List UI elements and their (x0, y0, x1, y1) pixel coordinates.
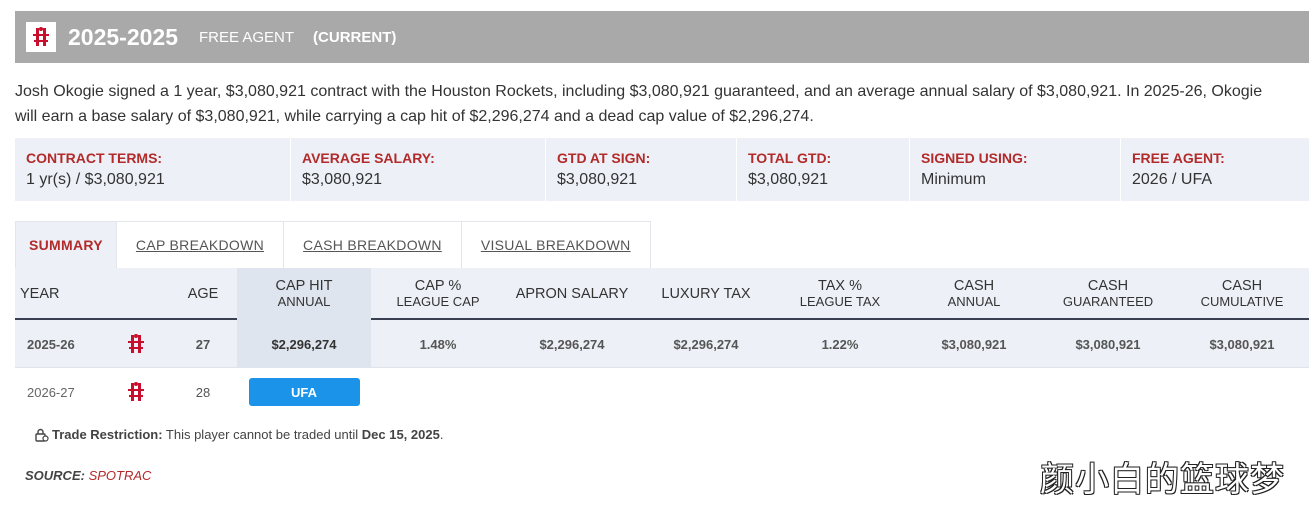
cell-year: 2025-26 (27, 336, 75, 352)
col-cash-guaranteed: CASH GUARANTEED (1062, 278, 1154, 309)
cell-cash-guaranteed: $3,080,921 (1075, 336, 1141, 352)
tab-cash-breakdown[interactable]: CASH BREAKDOWN (283, 222, 461, 268)
term-average-salary: AVERAGE SALARY: $3,080,921 (291, 138, 546, 201)
cell-cap-pct: 1.48% (419, 336, 457, 352)
cell-cap-hit: $2,296,274 (237, 320, 371, 368)
col-year: YEAR (20, 286, 60, 302)
trade-restriction-date: Dec 15, 2025 (361, 427, 440, 442)
season-header: 2025-2025 FREE AGENT (CURRENT) (15, 11, 1309, 63)
ufa-badge: UFA (248, 378, 360, 406)
term-total-gtd: TOTAL GTD: $3,080,921 (737, 138, 910, 201)
table-header: YEAR AGE CAP HIT ANNUAL CAP % LEAGUE CAP… (15, 268, 1309, 320)
term-signed-using: SIGNED USING: Minimum (910, 138, 1121, 201)
source-link[interactable]: SPOTRAC (88, 468, 152, 483)
rockets-logo-icon (123, 320, 149, 368)
term-free-agent: FREE AGENT: 2026 / UFA (1121, 138, 1309, 201)
table-row: 2026-27 28 UFA (15, 368, 1309, 416)
table-row: 2025-26 27 $2,296,274 1.48% $2,296,274 $… (15, 320, 1309, 368)
description-line-1: Josh Okogie signed a 1 year, $3,080,921 … (15, 83, 1263, 100)
term-label: SIGNED USING: (921, 150, 1028, 166)
term-label: FREE AGENT: (1132, 150, 1225, 166)
source-credit: SOURCE: SPOTRAC (25, 468, 151, 483)
term-label: GTD AT SIGN: (557, 150, 651, 166)
col-tax-pct: TAX % LEAGUE TAX (799, 278, 881, 309)
rockets-logo-icon (26, 22, 56, 52)
col-cap-pct: CAP % LEAGUE CAP (396, 278, 480, 309)
term-value: $3,080,921 (302, 171, 383, 188)
term-gtd-at-sign: GTD AT SIGN: $3,080,921 (546, 138, 737, 201)
term-label: CONTRACT TERMS: (26, 150, 163, 166)
col-cash-annual: CASH ANNUAL (947, 278, 1001, 309)
term-value: 2026 / UFA (1132, 171, 1213, 188)
cell-tax-pct: 1.22% (821, 336, 859, 352)
cell-year: 2026-27 (27, 384, 75, 400)
tab-summary[interactable]: SUMMARY (16, 222, 116, 268)
col-luxury-tax: LUXURY TAX (661, 286, 751, 302)
term-label: TOTAL GTD: (748, 150, 832, 166)
col-cash-cumulative: CASH CUMULATIVE (1200, 278, 1284, 309)
cell-luxury-tax: $2,296,274 (673, 336, 739, 352)
cell-apron-salary: $2,296,274 (539, 336, 605, 352)
cell-cash-cumulative: $3,080,921 (1209, 336, 1275, 352)
contract-status: FREE AGENT (199, 28, 295, 46)
trade-restriction-end: . (439, 427, 444, 442)
col-apron-salary: APRON SALARY (515, 286, 629, 302)
contract-terms-bar: CONTRACT TERMS: 1 yr(s) / $3,080,921 AVE… (15, 138, 1309, 201)
lock-icon (34, 427, 49, 442)
current-label: (CURRENT) (313, 28, 397, 46)
cell-age: 27 (195, 336, 211, 352)
col-cap-hit: CAP HIT ANNUAL (237, 268, 371, 320)
description-line-2: will earn a base salary of $3,080,921, w… (15, 108, 814, 125)
term-contract-terms: CONTRACT TERMS: 1 yr(s) / $3,080,921 (15, 138, 291, 201)
cell-cap-hit: UFA (237, 368, 371, 416)
term-value: Minimum (921, 171, 986, 188)
breakdown-tabs: SUMMARY CAP BREAKDOWN CASH BREAKDOWN VIS… (15, 221, 651, 268)
term-label: AVERAGE SALARY: (302, 150, 435, 166)
trade-restriction-note: Trade Restriction: This player cannot be… (34, 427, 443, 442)
term-value: 1 yr(s) / $3,080,921 (26, 171, 165, 188)
tab-visual-breakdown[interactable]: VISUAL BREAKDOWN (460, 222, 650, 268)
cell-age: 28 (195, 384, 211, 400)
season-title: 2025-2025 (68, 23, 178, 50)
tab-cap-breakdown[interactable]: CAP BREAKDOWN (115, 222, 283, 268)
watermark: 颜小白的篮球梦 (1040, 460, 1285, 500)
contract-description: Josh Okogie signed a 1 year, $3,080,921 … (15, 79, 1300, 129)
cell-cash-annual: $3,080,921 (941, 336, 1007, 352)
rockets-logo-icon (123, 368, 149, 416)
source-label: SOURCE: (25, 468, 85, 483)
col-age: AGE (187, 286, 219, 302)
trade-restriction-label: Trade Restriction: (52, 427, 163, 442)
term-value: $3,080,921 (748, 171, 829, 188)
trade-restriction-text: This player cannot be traded until (162, 427, 362, 442)
term-value: $3,080,921 (557, 171, 638, 188)
